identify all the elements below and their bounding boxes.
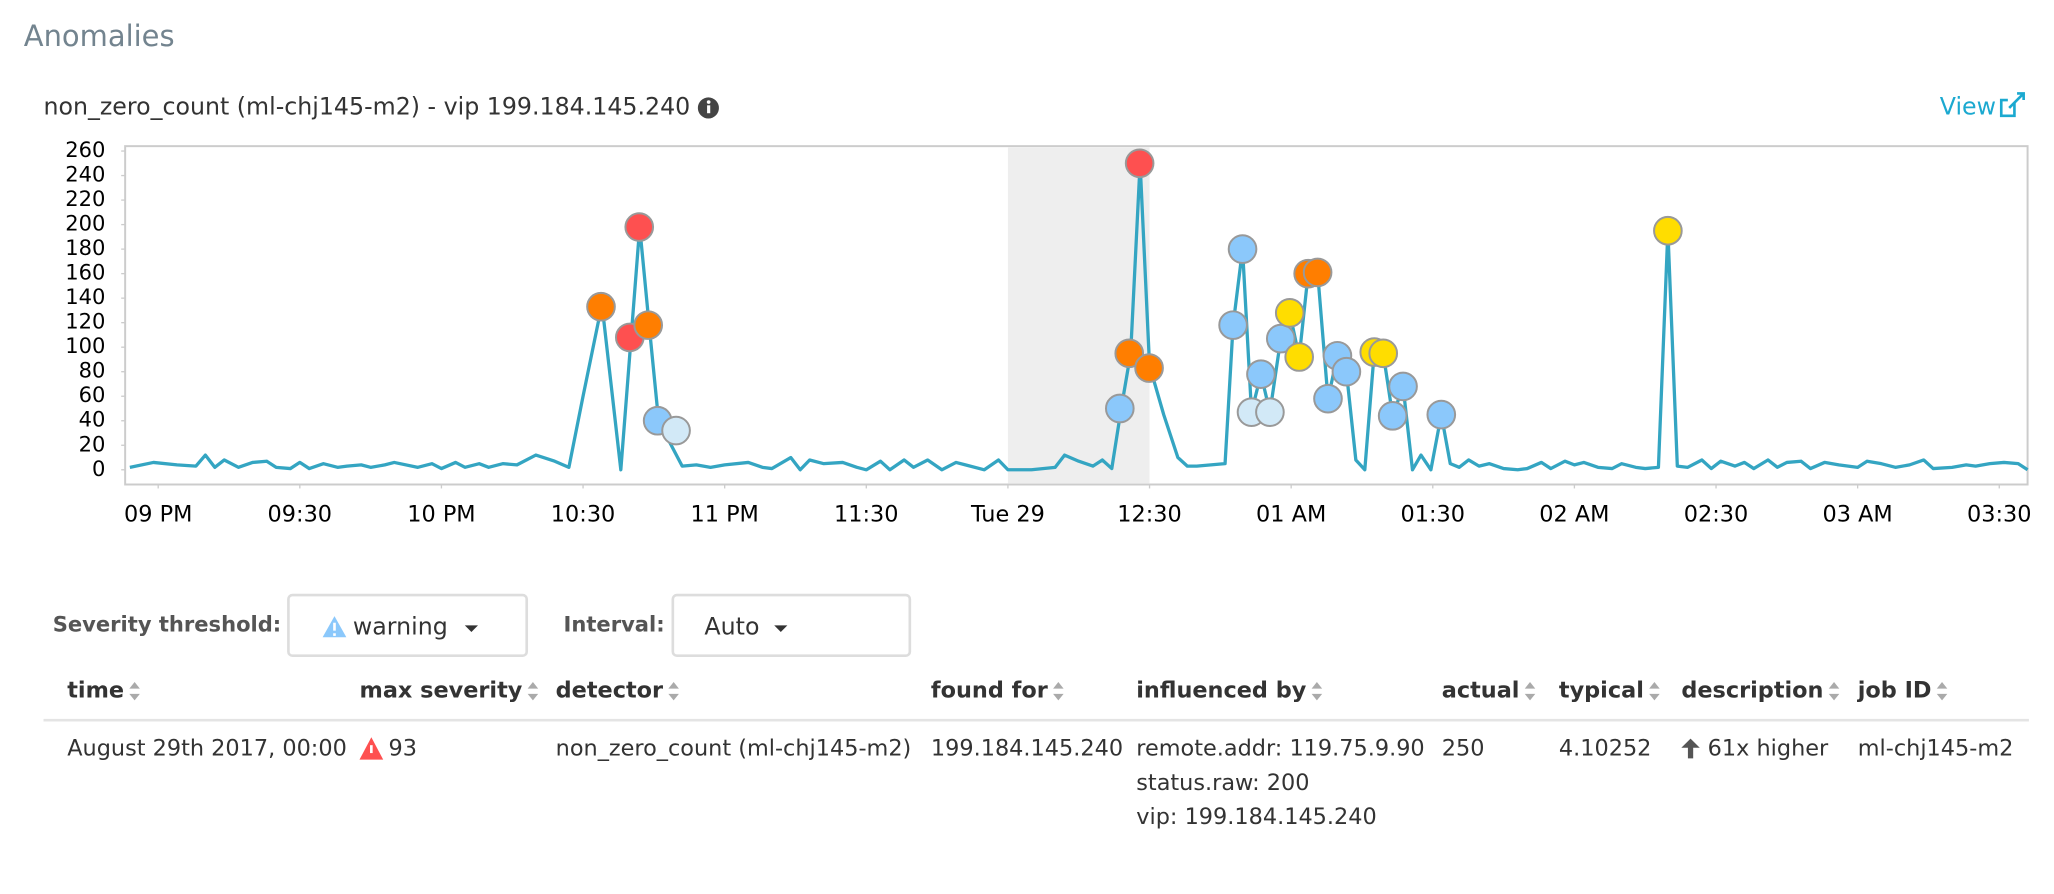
anomaly-marker[interactable] xyxy=(1313,383,1343,414)
x-tick-label: 10:30 xyxy=(551,501,615,527)
anomaly-marker[interactable] xyxy=(1265,323,1296,354)
x-tick-label: 09 PM xyxy=(124,501,192,527)
table-cell-line: vip: 199.184.145.240 xyxy=(1136,804,1376,830)
anomaly-marker[interactable] xyxy=(1114,338,1145,369)
x-tick-label: 01:30 xyxy=(1401,501,1465,527)
table: time max severity detector found for influen… xyxy=(43,678,2029,830)
x-tick-label: 12:30 xyxy=(1117,501,1181,527)
y-tick-label: 80 xyxy=(79,358,106,383)
severity-label: Severity threshold: xyxy=(53,611,282,636)
anomaly-marker[interactable] xyxy=(1426,399,1457,430)
y-tick-label: 140 xyxy=(65,284,105,309)
column-header[interactable]: detector xyxy=(556,678,663,704)
arrow-up-icon xyxy=(1681,738,1700,759)
sort-icon[interactable] xyxy=(1311,681,1323,701)
x-tick-label: Tue 29 xyxy=(970,501,1045,527)
interval-label: Interval: xyxy=(564,611,665,636)
anomaly-marker[interactable] xyxy=(1302,257,1333,288)
view-link[interactable]: View xyxy=(1940,92,1996,120)
anomaly-marker[interactable] xyxy=(1124,148,1155,179)
table-cell: 199.184.145.240 xyxy=(931,736,1123,762)
sort-icon[interactable] xyxy=(129,681,140,701)
chart-title: non_zero_count (ml-chj145-m2) - vip 199.… xyxy=(44,92,691,120)
table-cell: ml-chj145-m2 xyxy=(1858,736,2014,762)
y-tick-label: 60 xyxy=(79,382,106,407)
anomaly-marker[interactable] xyxy=(1377,401,1408,431)
x-tick-label: 03 AM xyxy=(1823,501,1893,527)
table-cell: 250 xyxy=(1442,736,1485,762)
y-tick-label: 200 xyxy=(65,211,105,236)
sort-icon[interactable] xyxy=(1524,681,1536,701)
x-tick-label: 11:30 xyxy=(834,501,898,527)
sort-icon[interactable] xyxy=(1053,681,1064,701)
table-cell: 61x higher xyxy=(1708,736,1829,762)
anomaly-marker[interactable] xyxy=(1331,356,1362,387)
y-tick-label: 100 xyxy=(65,333,105,358)
anomaly-marker[interactable] xyxy=(1388,371,1418,402)
table-cell: August 29th 2017, 00:00 xyxy=(67,736,347,762)
column-header[interactable]: max severity xyxy=(360,678,523,704)
x-tick-label: 10 PM xyxy=(407,501,475,527)
table-cell: 4.10252 xyxy=(1559,736,1652,762)
anomaly-marker[interactable] xyxy=(1255,397,1285,427)
anomaly-marker[interactable] xyxy=(624,212,655,242)
severity-value: warning xyxy=(353,613,448,641)
anomaly-marker[interactable] xyxy=(1218,310,1248,340)
y-tick-label: 0 xyxy=(92,456,105,481)
column-header[interactable]: actual xyxy=(1442,678,1520,704)
sort-icon[interactable] xyxy=(1936,681,1948,701)
interval-select[interactable]: Auto xyxy=(671,593,912,657)
sort-icon[interactable] xyxy=(668,681,679,701)
table-cell: non_zero_count (ml-chj145-m2) xyxy=(556,736,912,762)
y-tick-label: 260 xyxy=(65,137,105,162)
table-cell: 93 xyxy=(388,736,416,762)
sort-icon[interactable] xyxy=(1649,681,1660,701)
anomaly-marker[interactable] xyxy=(586,291,616,322)
y-tick-label: 240 xyxy=(65,162,105,187)
y-tick-label: 180 xyxy=(65,235,105,260)
x-tick-label: 11 PM xyxy=(690,501,758,527)
external-link-icon[interactable] xyxy=(1999,92,2025,118)
y-tick-label: 160 xyxy=(65,260,105,285)
sort-icon[interactable] xyxy=(1828,681,1840,701)
anomaly-marker[interactable] xyxy=(1104,393,1135,424)
y-tick-label: 120 xyxy=(65,309,105,334)
info-icon[interactable] xyxy=(697,97,719,119)
sort-icon[interactable] xyxy=(527,681,539,701)
column-header[interactable]: time xyxy=(67,678,124,704)
column-header[interactable]: description xyxy=(1681,678,1823,704)
anomaly-marker[interactable] xyxy=(1653,215,1683,246)
severity-icon-mark xyxy=(370,745,373,754)
selected-range xyxy=(1007,147,1150,484)
column-header[interactable]: typical xyxy=(1559,678,1644,704)
y-tick-label: 220 xyxy=(65,186,105,211)
data-line xyxy=(129,161,2029,472)
interval-value: Auto xyxy=(704,613,759,641)
y-tick-label: 40 xyxy=(79,407,106,432)
anomaly-marker[interactable] xyxy=(1134,353,1164,383)
table-cell-line: remote.addr: 119.75.9.90 xyxy=(1136,736,1424,762)
anomaly-marker[interactable] xyxy=(1246,359,1276,389)
x-tick-label: 03:30 xyxy=(1967,501,2031,527)
table-cell-line: status.raw: 200 xyxy=(1136,770,1309,796)
section-title: Anomalies xyxy=(24,19,175,53)
anomaly-marker[interactable] xyxy=(1227,234,1258,264)
severity-select[interactable]: warning xyxy=(287,593,529,657)
x-tick-label: 02 AM xyxy=(1539,501,1609,527)
column-header[interactable]: found for xyxy=(931,678,1048,704)
column-header[interactable]: job ID xyxy=(1857,678,1932,704)
x-tick-label: 01 AM xyxy=(1256,501,1326,527)
anomaly-marker[interactable] xyxy=(633,310,664,340)
anomaly-marker[interactable] xyxy=(1368,338,1399,369)
x-tick-label: 02:30 xyxy=(1684,501,1748,527)
anomaly-marker[interactable] xyxy=(1284,342,1314,372)
x-tick-label: 09:30 xyxy=(268,501,332,527)
anomaly-marker[interactable] xyxy=(1274,298,1305,328)
y-tick-label: 20 xyxy=(79,431,106,456)
column-header[interactable]: influenced by xyxy=(1136,678,1306,704)
anomaly-marker[interactable] xyxy=(661,415,691,446)
